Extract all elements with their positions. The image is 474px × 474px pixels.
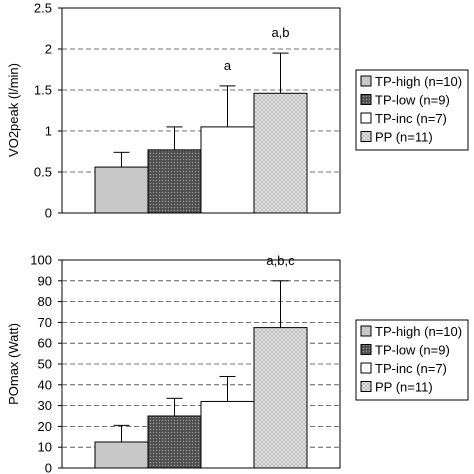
- legend-entry: TP-high (n=10): [375, 74, 462, 89]
- legend-box: [355, 319, 469, 401]
- legend-swatch: [360, 131, 372, 142]
- bar-1: [94, 441, 149, 469]
- legend-swatch: [360, 75, 372, 87]
- y-tick-label: 80: [38, 294, 52, 309]
- chart-panel-2: 0 10 20 30 40 50 60 70 80 90 100 POmax (Watt) a,b,c T…: [6, 253, 469, 474]
- legend-box: [355, 69, 469, 151]
- legend-entry: TP-high (n=10): [375, 324, 462, 339]
- y-tick-label: 20: [38, 419, 52, 434]
- legend-swatch: [360, 94, 372, 105]
- legend-entry: TP-low (n=9): [375, 343, 450, 358]
- bar-2: [147, 149, 202, 214]
- significance-annotation: a,b,c: [266, 253, 295, 268]
- legend: TP-high (n=10) TP-low (n=9) TP-inc (n=7) PP…: [355, 319, 469, 401]
- bar-4: [253, 327, 308, 469]
- y-tick-label: 2: [45, 42, 52, 57]
- legend: TP-high (n=10) TP-low (n=9) TP-inc (n=7) PP…: [355, 69, 469, 151]
- y-tick-label: 0: [45, 206, 52, 221]
- chart-panel-1: 0 0.5 1 1.5 2 2.5 VO2peak (l/min) a a,b TP-high (…: [6, 1, 469, 221]
- significance-annotation: a,b: [271, 25, 289, 40]
- legend-swatch: [360, 325, 372, 337]
- y-tick-label: 70: [38, 315, 52, 330]
- y-tick-label: 10: [38, 440, 52, 455]
- legend-entry: TP-inc (n=7): [375, 361, 447, 376]
- significance-annotation: a: [224, 58, 232, 73]
- y-axis-label: POmax (Watt): [6, 323, 21, 405]
- y-tick-label: 60: [38, 336, 52, 351]
- y-tick-label: 50: [38, 357, 52, 372]
- bar-1: [94, 166, 149, 214]
- legend-entry: TP-inc (n=7): [375, 111, 447, 126]
- y-tick-label: 100: [30, 253, 52, 268]
- y-tick-label: 40: [38, 377, 52, 392]
- legend-entry: PP (n=11): [375, 130, 433, 145]
- legend-swatch: [360, 112, 372, 124]
- y-tick-label: 0: [45, 461, 52, 474]
- y-tick-label: 1: [45, 124, 52, 139]
- legend-swatch: [360, 362, 372, 374]
- y-tick-label: 30: [38, 398, 52, 413]
- legend-entry: TP-low (n=9): [375, 93, 450, 108]
- y-tick-label: 0.5: [34, 165, 52, 180]
- bar-2: [147, 415, 202, 469]
- bar-3: [200, 400, 255, 469]
- y-axis-label: VO2peak (l/min): [6, 63, 21, 157]
- y-tick-label: 1.5: [34, 83, 52, 98]
- y-tick-label: 2.5: [34, 1, 52, 16]
- legend-swatch: [360, 344, 372, 355]
- bar-4: [253, 92, 308, 214]
- legend-swatch: [360, 381, 372, 392]
- legend-entry: PP (n=11): [375, 380, 433, 395]
- y-tick-label: 90: [38, 273, 52, 288]
- bar-3: [200, 126, 255, 214]
